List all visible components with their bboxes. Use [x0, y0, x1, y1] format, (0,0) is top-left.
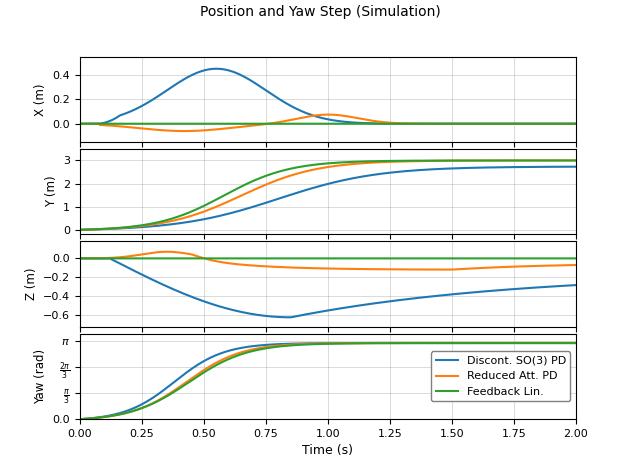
Reduced Att. PD — [557, 340, 565, 346]
Feedback Lin. — [304, 341, 312, 347]
Feedback Lin. — [467, 340, 474, 346]
Discont. SO(3) PD — [304, 341, 312, 346]
Reduced Att. PD — [467, 340, 474, 346]
Text: Position and Yaw Step (Simulation): Position and Yaw Step (Simulation) — [200, 5, 440, 19]
Feedback Lin. — [557, 340, 565, 346]
Discont. SO(3) PD — [76, 416, 84, 422]
Feedback Lin. — [102, 414, 109, 420]
Discont. SO(3) PD — [558, 340, 566, 346]
Feedback Lin. — [317, 341, 325, 347]
Line: Feedback Lin.: Feedback Lin. — [80, 343, 576, 419]
Y-axis label: Y (m): Y (m) — [45, 176, 58, 208]
X-axis label: Time (s): Time (s) — [303, 445, 353, 457]
Feedback Lin. — [76, 416, 84, 422]
Legend: Discont. SO(3) PD, Reduced Att. PD, Feedback Lin.: Discont. SO(3) PD, Reduced Att. PD, Feed… — [431, 351, 570, 401]
Reduced Att. PD — [317, 341, 325, 346]
Reduced Att. PD — [572, 340, 580, 346]
Reduced Att. PD — [558, 340, 566, 346]
Feedback Lin. — [558, 340, 566, 346]
Y-axis label: X (m): X (m) — [34, 83, 47, 115]
Discont. SO(3) PD — [572, 340, 580, 346]
Discont. SO(3) PD — [102, 414, 109, 419]
Reduced Att. PD — [102, 414, 109, 420]
Reduced Att. PD — [304, 341, 312, 347]
Y-axis label: Yaw (rad): Yaw (rad) — [34, 349, 47, 404]
Line: Reduced Att. PD: Reduced Att. PD — [80, 343, 576, 419]
Reduced Att. PD — [76, 416, 84, 422]
Discont. SO(3) PD — [467, 340, 474, 346]
Line: Discont. SO(3) PD: Discont. SO(3) PD — [80, 343, 576, 419]
Discont. SO(3) PD — [557, 340, 565, 346]
Feedback Lin. — [572, 340, 580, 346]
Discont. SO(3) PD — [317, 341, 325, 346]
Y-axis label: Z (m): Z (m) — [24, 268, 38, 300]
